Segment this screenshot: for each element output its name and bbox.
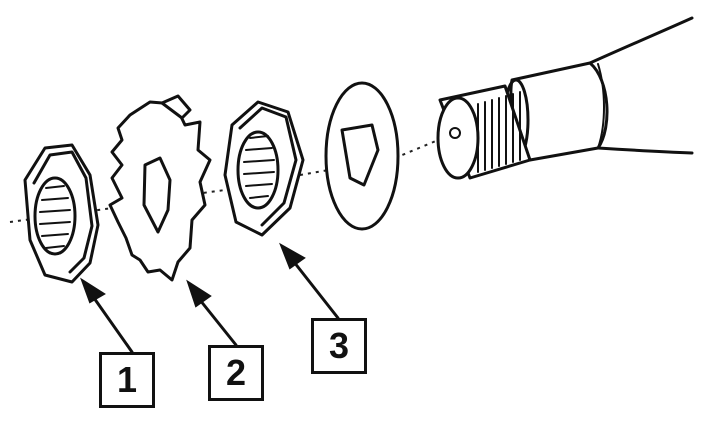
nut-3 bbox=[223, 100, 305, 237]
shaft bbox=[436, 16, 694, 180]
lock-washer-2 bbox=[108, 94, 212, 282]
leader-arrow-1 bbox=[80, 277, 134, 354]
callout-number-3: 3 bbox=[328, 325, 350, 366]
leader-arrow-3 bbox=[279, 242, 340, 320]
leader-arrow-2 bbox=[186, 279, 238, 347]
callout-number-2: 2 bbox=[225, 352, 247, 393]
callout-label-2: 2 bbox=[208, 345, 264, 401]
flat-washer bbox=[324, 81, 400, 231]
nut-1 bbox=[23, 143, 100, 284]
callout-label-1: 1 bbox=[99, 352, 155, 408]
callout-label-3: 3 bbox=[311, 318, 367, 374]
callout-number-1: 1 bbox=[116, 359, 138, 400]
